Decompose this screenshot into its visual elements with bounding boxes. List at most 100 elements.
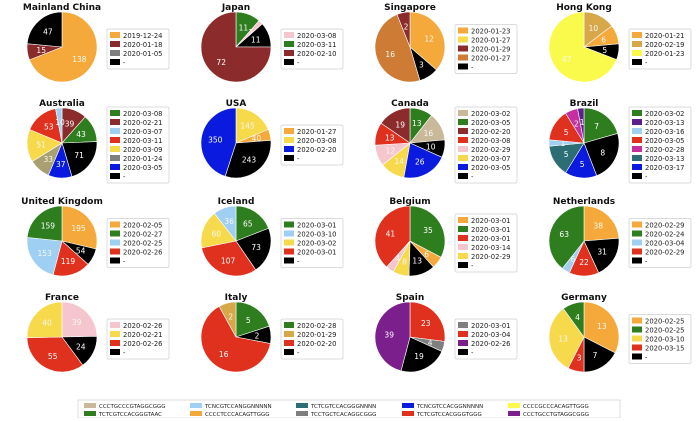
slice-value-label: 16 <box>424 129 434 138</box>
pie-title: Brazil <box>570 99 599 109</box>
slice-value-label: 24 <box>76 342 86 351</box>
legend-swatch <box>632 317 642 324</box>
legend-box <box>628 218 692 268</box>
legend-label: 2020-02-05 <box>123 222 163 230</box>
legend-label: 2020-03-05 <box>471 119 511 127</box>
slice-value-label: 73 <box>251 243 261 252</box>
sequence-label: TCCTGCTCACAGGCGGG <box>310 412 376 418</box>
legend-label: 2020-02-29 <box>471 253 511 261</box>
legend-label: - <box>123 59 126 67</box>
slice-value-label: 47 <box>562 55 572 64</box>
slice-value-label: 11 <box>239 23 249 32</box>
pie-panel-spain: Spain 23 4 19 39 2020-03-012020-03-042020-02-… <box>374 293 518 373</box>
legend-swatch <box>632 32 642 38</box>
slice-value-label: 243 <box>242 156 257 165</box>
slice-value-label: 5 <box>564 128 569 137</box>
legend-label: - <box>645 354 648 362</box>
legend-swatch <box>632 59 642 65</box>
legend-swatch <box>458 137 468 143</box>
slice-value-label: 1 <box>561 139 566 148</box>
legend-label: 2020-03-16 <box>645 128 685 136</box>
legend-swatch <box>110 59 120 65</box>
sequence-swatch <box>190 411 202 416</box>
pie-slice <box>201 240 257 277</box>
slice-value-label: 107 <box>221 256 236 265</box>
legend-swatch <box>632 326 642 333</box>
legend-label: 2020-03-04 <box>645 240 685 248</box>
legend-swatch <box>458 253 468 259</box>
sequence-label: CCCCTCCCACAGTTGGG <box>205 412 270 418</box>
legend-label: 2020-03-02 <box>645 110 685 118</box>
pie-panel-usa: USA 145 40 243 350 2020-01-272020-03-082020-0… <box>200 99 344 179</box>
legend-swatch <box>284 155 294 161</box>
slice-value-label: 7 <box>594 122 599 131</box>
legend-label: 2020-01-23 <box>471 28 511 36</box>
pie-slice <box>577 107 585 144</box>
slice-value-label: 72 <box>216 58 226 67</box>
legend-swatch <box>458 155 468 161</box>
legend-label: - <box>471 173 474 181</box>
pie-slice <box>374 301 411 372</box>
legend-label: 2020-03-13 <box>645 155 685 163</box>
legend-label: - <box>297 349 300 357</box>
slice-value-label: 13 <box>385 133 395 142</box>
slice-value-label: 22 <box>579 258 589 267</box>
slice-value-label: 71 <box>74 151 84 160</box>
legend-swatch <box>110 257 120 264</box>
pie-title: Iceland <box>218 197 255 207</box>
slice-value-label: 1 <box>580 118 585 127</box>
slice-value-label: 15 <box>36 46 46 55</box>
pie-slice <box>235 205 269 242</box>
slice-value-label: 4 <box>428 339 433 348</box>
legend-label: 2020-01-23 <box>645 50 685 58</box>
legend-label: 2020-01-18 <box>123 41 163 49</box>
pie-slice <box>200 11 272 83</box>
slice-value-label: 63 <box>559 230 569 239</box>
slice-value-label: 138 <box>72 55 87 64</box>
slice-value-label: 10 <box>589 24 599 33</box>
legend-label: 2020-02-25 <box>123 240 163 248</box>
legend-swatch <box>284 349 294 355</box>
legend-label: - <box>123 173 126 181</box>
pie-title: Australia <box>39 99 85 109</box>
legend-label: 2020-03-10 <box>297 231 337 239</box>
legend-box <box>454 213 518 273</box>
legend-box <box>280 28 344 70</box>
legend-label: 2020-03-14 <box>471 244 511 252</box>
pie-slice <box>214 205 237 242</box>
legend-swatch <box>284 331 294 337</box>
legend-label: 2020-02-20 <box>471 128 511 136</box>
slice-value-label: 13 <box>558 335 568 344</box>
legend-label: - <box>471 262 474 270</box>
legend-label: 2020-02-27 <box>123 231 163 239</box>
pie-panel-france: France 39 24 55 40 2020-02-262020-02-212020-0… <box>26 293 170 373</box>
legend-swatch <box>110 230 120 237</box>
legend-swatch <box>110 340 120 346</box>
pie-slice <box>380 107 411 144</box>
legend-label: 2020-03-05 <box>471 164 511 172</box>
legend-swatch <box>110 349 120 355</box>
slice-value-label: 5 <box>580 160 585 169</box>
slice-value-label: 39 <box>72 318 82 327</box>
legend-swatch <box>284 340 294 346</box>
sequence-label: CCCCGCCCACAGTTGGG <box>523 404 589 410</box>
legend-box <box>106 106 170 184</box>
sequence-label: TCNCGTCCACGGNNNNN <box>416 404 483 410</box>
slice-value-label: 6 <box>571 255 576 264</box>
pie-slice <box>396 11 411 48</box>
legend-swatch <box>284 257 294 264</box>
legend-swatch <box>110 248 120 255</box>
slice-value-label: 5 <box>564 150 569 159</box>
legend-swatch <box>632 119 642 125</box>
legend-swatch <box>110 322 120 328</box>
slice-value-label: 153 <box>38 249 53 258</box>
slice-value-label: 65 <box>243 220 253 229</box>
pie-slice <box>218 301 237 338</box>
legend-label: 2020-03-10 <box>645 336 685 344</box>
slice-value-label: 2 <box>574 119 579 128</box>
legend-swatch <box>284 137 294 143</box>
legend-label: 2020-02-28 <box>645 146 685 154</box>
